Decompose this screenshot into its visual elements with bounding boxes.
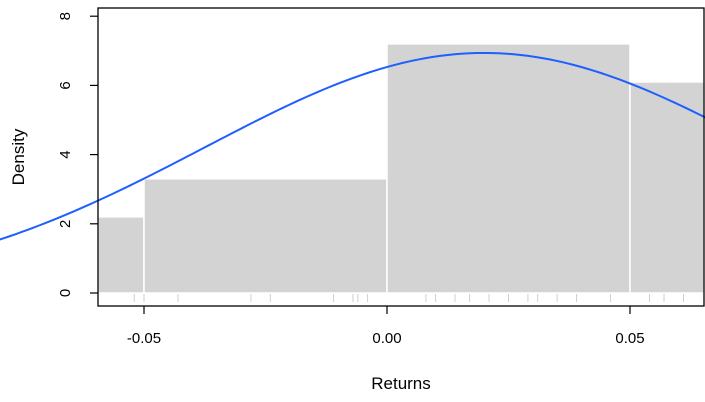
y-tick-label: 4 — [57, 150, 74, 158]
density-curve — [0, 51, 705, 241]
x-tick-label: -0.05 — [127, 330, 161, 347]
x-tick-label: 0.05 — [615, 330, 644, 347]
density-curve-layer — [0, 51, 705, 241]
y-axis: 0 2 4 6 8 — [57, 12, 98, 297]
y-tick-label: 8 — [57, 12, 74, 20]
plot-frame — [97, 7, 705, 307]
y-tick-label: 6 — [57, 81, 74, 89]
y-tick-label: 0 — [57, 289, 74, 297]
y-tick-label: 2 — [57, 220, 74, 228]
histogram-bars — [97, 43, 705, 294]
histogram-bar — [143, 178, 388, 294]
x-axis: -0.10-0.050.000.050.10 — [127, 306, 645, 347]
histogram-bar — [629, 81, 705, 294]
x-axis-label: Returns — [371, 374, 431, 393]
histogram-bar — [386, 43, 631, 294]
histogram-bar — [97, 216, 145, 294]
rug-marks — [133, 294, 684, 302]
y-axis-label: Density — [9, 128, 28, 185]
x-tick-label: 0.00 — [372, 330, 401, 347]
